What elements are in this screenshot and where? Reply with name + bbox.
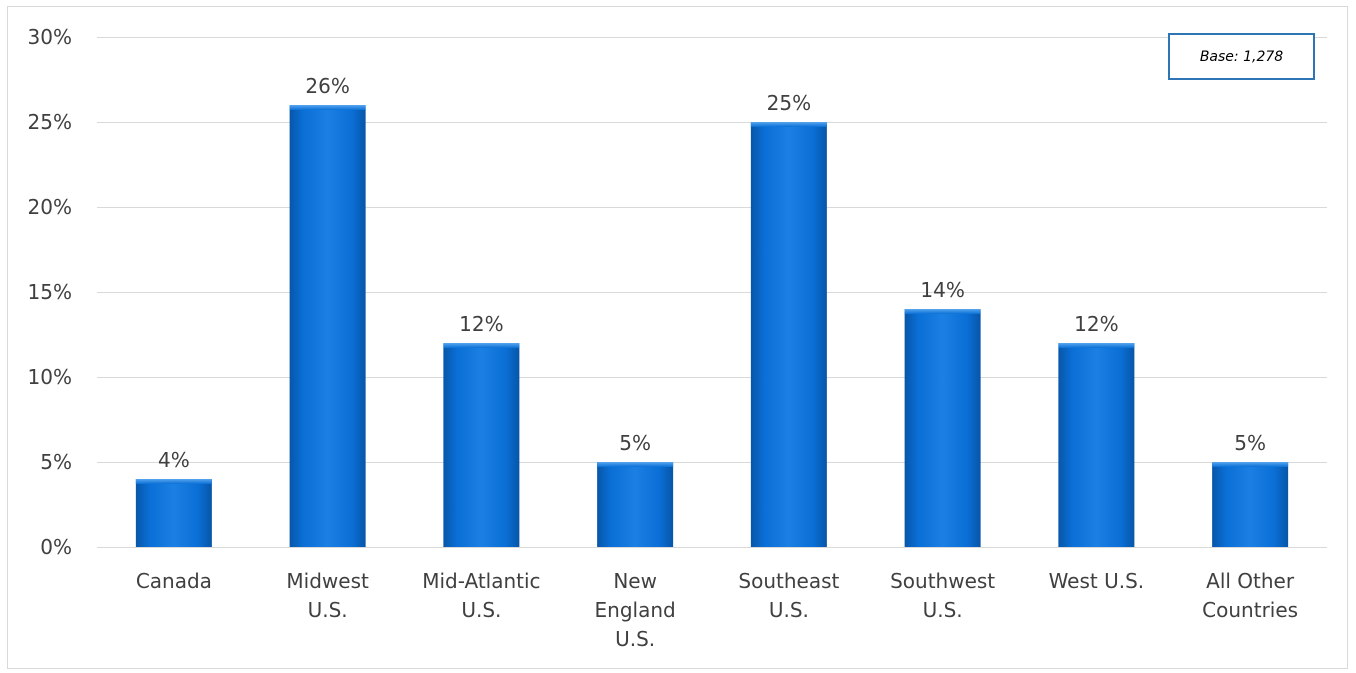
x-category-label: All Other	[1206, 569, 1295, 593]
x-category-label: Midwest	[286, 569, 369, 593]
y-tick-label: 5%	[40, 450, 72, 474]
bar-body	[1058, 343, 1135, 547]
bar-top-bevel	[750, 122, 827, 127]
base-annotation-box: Base: 1,278	[1168, 33, 1315, 80]
bar-top-bevel	[135, 479, 212, 484]
data-label: 4%	[158, 448, 190, 472]
data-label: 5%	[619, 431, 651, 455]
bar-body	[597, 462, 674, 547]
x-category-label: Southwest	[890, 569, 995, 593]
data-label: 14%	[920, 278, 964, 302]
x-category-label: New	[613, 569, 657, 593]
bar-body	[904, 309, 981, 547]
x-category-label: Countries	[1202, 598, 1298, 622]
bars	[135, 105, 1289, 547]
gridlines	[97, 37, 1327, 548]
chart-frame	[7, 6, 1348, 669]
data-label: 12%	[459, 312, 503, 336]
y-tick-label: 10%	[28, 365, 72, 389]
bar-body	[1212, 462, 1289, 547]
bar	[135, 479, 212, 547]
bar	[1058, 343, 1135, 547]
bar-top-bevel	[1058, 343, 1135, 348]
x-category-label: U.S.	[461, 598, 501, 622]
bar-top-bevel	[597, 462, 674, 467]
bar	[1212, 462, 1289, 547]
bar-body	[135, 479, 212, 547]
x-category-label: Southeast	[738, 569, 839, 593]
y-axis-tick-labels: 0% 5% 10% 15% 20% 25% 30%	[28, 25, 72, 559]
x-category-label: U.S.	[615, 627, 655, 651]
bar-top-bevel	[443, 343, 520, 348]
bar-body	[443, 343, 520, 547]
bar-body	[289, 105, 366, 547]
base-annotation-text: Base: 1,278	[1199, 48, 1284, 65]
y-tick-label: 30%	[28, 25, 72, 49]
data-label: 5%	[1234, 431, 1266, 455]
y-tick-label: 20%	[28, 195, 72, 219]
data-label: 26%	[305, 74, 349, 98]
bar-top-bevel	[904, 309, 981, 314]
bar-top-bevel	[289, 105, 366, 110]
x-category-label: West U.S.	[1049, 569, 1145, 593]
y-tick-label: 15%	[28, 280, 72, 304]
bar	[289, 105, 366, 547]
data-label: 25%	[767, 91, 811, 115]
y-tick-label: 0%	[40, 535, 72, 559]
bar	[904, 309, 981, 547]
x-category-label: U.S.	[308, 598, 348, 622]
data-label: 12%	[1074, 312, 1118, 336]
x-category-label: Mid-Atlantic	[422, 569, 540, 593]
bar-body	[750, 122, 827, 547]
x-category-label: Canada	[136, 569, 212, 593]
x-category-label: U.S.	[923, 598, 963, 622]
bar	[750, 122, 827, 547]
bar	[443, 343, 520, 547]
x-category-label: England	[595, 598, 676, 622]
x-category-label: U.S.	[769, 598, 809, 622]
data-labels: 4% 26% 12% 5% 25% 14% 12% 5%	[158, 74, 1266, 472]
y-tick-label: 25%	[28, 110, 72, 134]
bar-top-bevel	[1212, 462, 1289, 467]
bar	[597, 462, 674, 547]
x-axis-category-labels: Canada Midwest U.S. Mid-Atlantic U.S. New Engl…	[136, 569, 1298, 651]
